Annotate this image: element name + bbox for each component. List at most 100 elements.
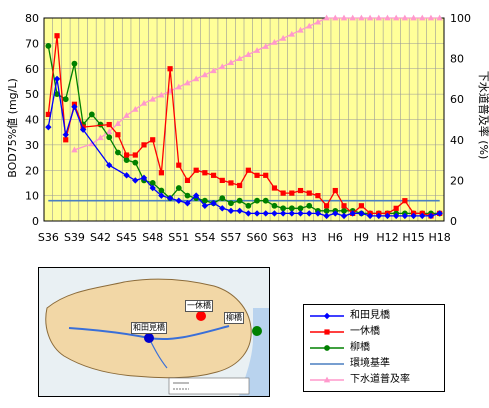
legend-item: 一休橋 bbox=[308, 325, 442, 339]
series-0 bbox=[45, 75, 443, 220]
data-point bbox=[236, 55, 243, 61]
data-point bbox=[288, 210, 296, 217]
plot-border bbox=[43, 17, 445, 222]
data-point bbox=[410, 212, 417, 220]
data-point bbox=[201, 197, 208, 204]
data-point bbox=[323, 14, 330, 21]
station-marker-ikkyubashi bbox=[196, 311, 206, 321]
data-point bbox=[167, 66, 173, 72]
data-point bbox=[366, 14, 374, 21]
data-point bbox=[97, 134, 104, 141]
data-point bbox=[236, 197, 243, 204]
legend-label: 和田見橋 bbox=[350, 310, 390, 321]
data-point bbox=[419, 14, 426, 21]
left-tick-label: 70 bbox=[25, 37, 39, 50]
data-point bbox=[227, 59, 235, 66]
data-point bbox=[306, 202, 313, 209]
x-tick-label: S45 bbox=[116, 231, 137, 244]
data-point bbox=[88, 140, 96, 147]
data-point bbox=[306, 22, 313, 29]
data-point bbox=[158, 91, 165, 98]
station-marker-yanagibashi bbox=[252, 326, 262, 336]
data-point bbox=[392, 212, 400, 220]
x-tick-label: H6 bbox=[328, 231, 343, 244]
data-point bbox=[271, 210, 278, 217]
data-point bbox=[349, 14, 356, 21]
data-point bbox=[245, 51, 252, 57]
data-point bbox=[114, 120, 122, 126]
data-point bbox=[263, 172, 269, 178]
legend-label: 一休橋 bbox=[350, 326, 380, 337]
data-point bbox=[227, 207, 235, 215]
legend-item: 環境基準 bbox=[308, 357, 442, 371]
station-label-yanagibashi: 柳橋 bbox=[224, 312, 244, 324]
right-tick-label: 100 bbox=[450, 12, 471, 25]
data-point bbox=[253, 47, 261, 53]
legend-marker bbox=[323, 376, 331, 383]
data-point bbox=[201, 202, 209, 209]
station-marker-wadamibashi bbox=[144, 333, 154, 343]
data-point bbox=[175, 185, 182, 191]
data-point bbox=[140, 174, 148, 182]
data-point bbox=[340, 212, 348, 220]
data-point bbox=[62, 96, 69, 103]
legend-item: 下水道普及率 bbox=[308, 373, 442, 387]
data-point bbox=[237, 182, 243, 189]
data-point bbox=[314, 18, 322, 25]
data-point bbox=[132, 152, 138, 158]
x-tick-label: S36 bbox=[38, 231, 59, 244]
data-point bbox=[306, 210, 313, 217]
data-point bbox=[210, 172, 217, 178]
right-tick-label: 80 bbox=[450, 53, 464, 66]
data-point bbox=[184, 192, 191, 199]
data-point bbox=[271, 185, 278, 191]
left-tick-label: 20 bbox=[25, 164, 39, 177]
left-tick-label: 60 bbox=[25, 63, 39, 76]
data-point bbox=[54, 33, 60, 39]
legend-swatch bbox=[310, 329, 344, 335]
data-point bbox=[402, 198, 408, 204]
data-point bbox=[219, 195, 226, 202]
data-point bbox=[158, 187, 165, 194]
data-point bbox=[375, 212, 382, 220]
legend-label: 下水道普及率 bbox=[350, 374, 410, 385]
data-point bbox=[141, 142, 147, 148]
data-point bbox=[184, 177, 191, 183]
legend-swatch bbox=[310, 376, 344, 383]
data-point bbox=[149, 180, 156, 186]
station-label-wadamibashi: 和田見橋 bbox=[131, 322, 167, 334]
data-point bbox=[280, 205, 287, 212]
data-point bbox=[436, 210, 443, 217]
data-point bbox=[132, 159, 139, 166]
data-point bbox=[210, 200, 217, 207]
right-tick-label: 0 bbox=[450, 215, 457, 228]
legend-label: 柳橋 bbox=[350, 342, 370, 353]
data-point bbox=[427, 14, 435, 21]
data-point bbox=[71, 60, 78, 67]
x-tick-label: S54 bbox=[194, 231, 215, 244]
bod-chart: 0 10 20 30 40 50 60 70 80 0 20 40 60 80 100 S36 S39 S42 S4… bbox=[6, 12, 489, 244]
data-point bbox=[236, 207, 243, 215]
data-point bbox=[175, 197, 182, 204]
data-point bbox=[401, 14, 409, 21]
x-tick-label: H9 bbox=[354, 231, 369, 244]
data-point bbox=[106, 161, 113, 169]
data-point bbox=[115, 149, 121, 156]
right-tick-label: 40 bbox=[450, 134, 464, 147]
data-point bbox=[410, 14, 417, 21]
data-point bbox=[63, 137, 69, 143]
x-tick-label: S60 bbox=[247, 231, 268, 244]
data-point bbox=[45, 111, 51, 118]
data-point bbox=[88, 111, 95, 118]
data-point bbox=[97, 121, 104, 128]
x-tick-label: H3 bbox=[302, 231, 317, 244]
data-point bbox=[254, 197, 260, 204]
data-point bbox=[341, 203, 347, 209]
data-point bbox=[254, 172, 260, 178]
data-point bbox=[384, 14, 391, 21]
legend-swatch bbox=[310, 312, 344, 320]
data-point bbox=[245, 167, 251, 173]
x-tick-label: S39 bbox=[64, 231, 85, 244]
left-axis-title: BOD75%値 (mg/L) bbox=[6, 78, 19, 178]
right-tick-label: 60 bbox=[450, 93, 464, 106]
